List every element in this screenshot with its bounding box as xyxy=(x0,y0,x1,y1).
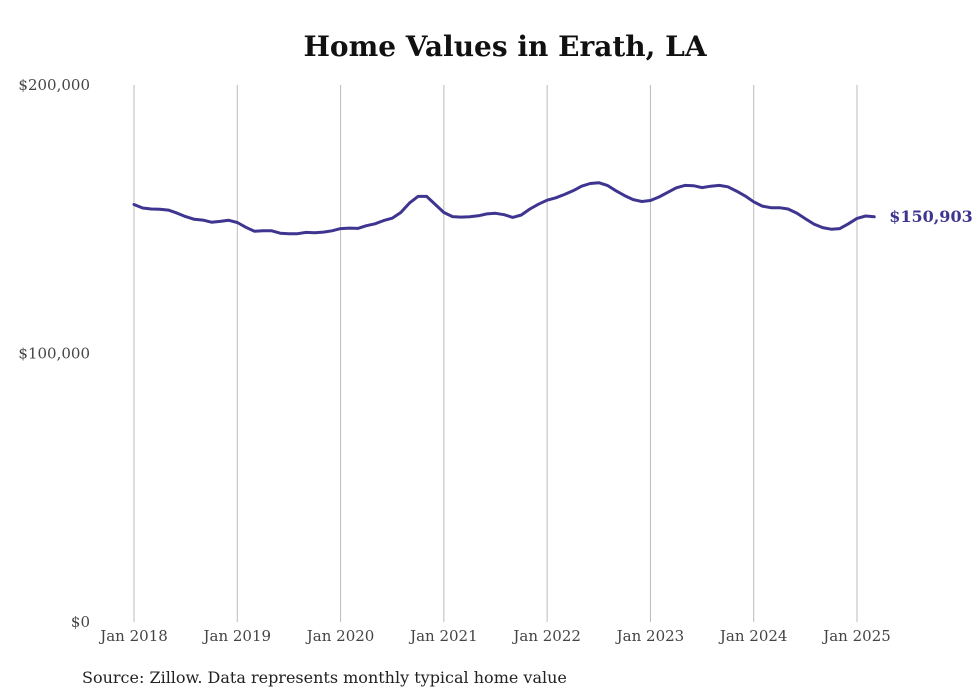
x-tick-label: Jan 2018 xyxy=(98,627,168,645)
end-labels: $150,903 xyxy=(889,207,973,226)
x-axis: Jan 2018 Jan 2019 Jan 2020 Jan 2021 Jan 2022… xyxy=(98,627,891,645)
x-tick-label: Jan 2021 xyxy=(408,627,478,645)
y-tick-label: $200,000 xyxy=(18,76,90,94)
x-tick-label: Jan 2025 xyxy=(821,627,891,645)
chart-title: Home Values in Erath, LA xyxy=(303,30,707,63)
series-group xyxy=(132,181,876,236)
y-tick-label: $0 xyxy=(71,613,90,631)
end-value-label: $150,903 xyxy=(889,207,973,226)
x-tick-label: Jan 2019 xyxy=(202,627,272,645)
y-tick-label: $100,000 xyxy=(18,345,90,363)
grid-lines xyxy=(133,85,858,622)
source-note: Source: Zillow. Data represents monthly … xyxy=(82,668,567,687)
series-line xyxy=(132,181,876,236)
x-tick-label: Jan 2023 xyxy=(615,627,685,645)
x-tick-label: Jan 2024 xyxy=(718,627,788,645)
y-axis: $0 $100,000 $200,000 xyxy=(18,76,90,631)
x-tick-label: Jan 2020 xyxy=(305,627,375,645)
x-tick-label: Jan 2022 xyxy=(511,627,581,645)
